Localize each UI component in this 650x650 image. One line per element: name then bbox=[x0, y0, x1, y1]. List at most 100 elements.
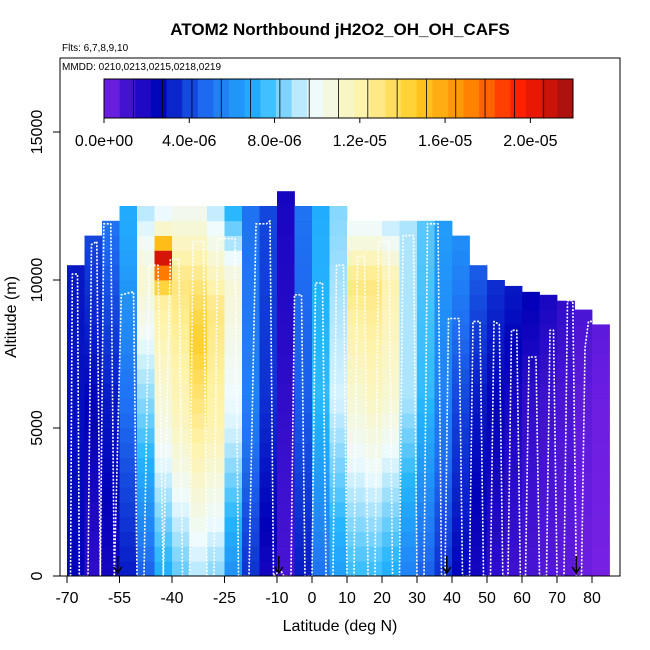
heatmap-cell bbox=[487, 457, 505, 473]
arrow-head bbox=[571, 566, 581, 575]
heatmap-cell bbox=[434, 516, 453, 532]
colorbar-segment bbox=[197, 79, 214, 118]
colorbar-tick-label: 4.0e-06 bbox=[162, 133, 216, 150]
heatmap-cell bbox=[347, 220, 365, 236]
heatmap-cell bbox=[329, 265, 348, 281]
heatmap-cell bbox=[137, 206, 155, 222]
heatmap-cell bbox=[557, 546, 575, 562]
heatmap-cell bbox=[172, 265, 190, 281]
heatmap-cell bbox=[399, 546, 418, 562]
heatmap-cell bbox=[364, 220, 383, 236]
heatmap-cell bbox=[382, 398, 400, 414]
heatmap-cell bbox=[452, 472, 470, 488]
heatmap-cell bbox=[434, 457, 453, 473]
heatmap-cell bbox=[364, 442, 383, 458]
heatmap-cell bbox=[452, 250, 470, 266]
heatmap-cell bbox=[539, 324, 558, 340]
heatmap-cell bbox=[154, 502, 173, 518]
heatmap-cell bbox=[364, 368, 383, 384]
heatmap-cell bbox=[469, 561, 488, 577]
heatmap-cell bbox=[259, 354, 278, 370]
heatmap-cell bbox=[277, 413, 295, 429]
heatmap-cell bbox=[504, 442, 523, 458]
heatmap-cell bbox=[364, 265, 383, 281]
heatmap-cell bbox=[242, 546, 260, 562]
heatmap-cell bbox=[574, 339, 593, 355]
heatmap-cell bbox=[224, 428, 243, 444]
heatmap-cell bbox=[172, 442, 190, 458]
heatmap-cell bbox=[452, 546, 470, 562]
heatmap-cell bbox=[347, 561, 365, 577]
heatmap-cell bbox=[277, 206, 295, 222]
heatmap-cell bbox=[84, 309, 103, 325]
heatmap-cell bbox=[119, 250, 138, 266]
heatmap-cell bbox=[329, 324, 348, 340]
heatmap-cell bbox=[574, 487, 593, 503]
heatmap-cell bbox=[574, 442, 593, 458]
heatmap-cell bbox=[382, 235, 400, 251]
heatmap-cell bbox=[347, 457, 365, 473]
heatmap-cell bbox=[84, 428, 103, 444]
heatmap-cell bbox=[417, 220, 435, 236]
chart-title: ATOM2 Northbound jH2O2_OH_OH_CAFS bbox=[170, 20, 509, 39]
heatmap-cell bbox=[189, 354, 208, 370]
heatmap-cell bbox=[452, 294, 470, 310]
heatmap-cell bbox=[189, 280, 208, 296]
heatmap-cell bbox=[189, 561, 208, 577]
heatmap-cell bbox=[487, 324, 505, 340]
heatmap-cell bbox=[137, 339, 155, 355]
colorbar-segment bbox=[150, 79, 168, 118]
heatmap-cell bbox=[172, 294, 190, 310]
heatmap-cell bbox=[592, 354, 610, 370]
heatmap-cell bbox=[329, 487, 348, 503]
x-axis: -70 -55 -40 -25 -10 0 10 20 30 40 50 60 70 80 bbox=[55, 575, 601, 607]
heatmap-cell bbox=[504, 428, 523, 444]
heatmap-cell bbox=[399, 428, 418, 444]
heatmap-cell bbox=[207, 294, 225, 310]
heatmap-cell bbox=[399, 502, 418, 518]
heatmap-cell bbox=[522, 291, 540, 296]
heatmap-cell bbox=[189, 398, 208, 414]
heatmap-cell bbox=[154, 368, 173, 384]
heatmap-cell bbox=[312, 383, 330, 399]
heatmap-cell bbox=[347, 294, 365, 310]
heatmap-cell bbox=[487, 309, 505, 325]
heatmap-cell bbox=[224, 546, 243, 562]
heatmap-cell bbox=[242, 354, 260, 370]
heatmap-cell bbox=[364, 324, 383, 340]
heatmap-cell bbox=[399, 294, 418, 310]
heatmap-cell bbox=[522, 398, 540, 414]
heatmap-cell bbox=[119, 561, 138, 577]
heatmap-cell bbox=[84, 398, 103, 414]
heatmap-cell bbox=[189, 516, 208, 532]
heatmap-cell bbox=[557, 516, 575, 532]
heatmap-cell bbox=[207, 516, 225, 532]
colorbar-segment bbox=[557, 79, 574, 118]
heatmap-cell bbox=[259, 309, 278, 325]
heatmap-cell bbox=[592, 442, 610, 458]
colorbar-segment bbox=[401, 79, 418, 118]
heatmap-cell bbox=[224, 398, 243, 414]
heatmap-cell bbox=[102, 250, 120, 266]
heatmap-cell bbox=[469, 546, 488, 562]
heatmap-cell bbox=[329, 457, 348, 473]
heatmap-cell bbox=[259, 531, 278, 547]
x-tick-label: 10 bbox=[338, 590, 356, 607]
colorbar-segment bbox=[166, 79, 183, 118]
heatmap-cell bbox=[242, 339, 260, 355]
heatmap-cell bbox=[487, 383, 505, 399]
heatmap-cell bbox=[487, 398, 505, 414]
heatmap-cell bbox=[329, 442, 348, 458]
heatmap-cell bbox=[522, 413, 540, 429]
heatmap-cell bbox=[119, 220, 138, 236]
heatmap-cell bbox=[242, 398, 260, 414]
heatmap-cell bbox=[399, 309, 418, 325]
heatmap-cell bbox=[189, 235, 208, 251]
heatmap-cell bbox=[364, 531, 383, 547]
heatmap-cell bbox=[452, 368, 470, 384]
heatmap-cell bbox=[417, 309, 435, 325]
heatmap-cell bbox=[67, 368, 85, 384]
colorbar-segment bbox=[275, 79, 293, 118]
heatmap-cell bbox=[294, 324, 313, 340]
heatmap-cell bbox=[294, 354, 313, 370]
